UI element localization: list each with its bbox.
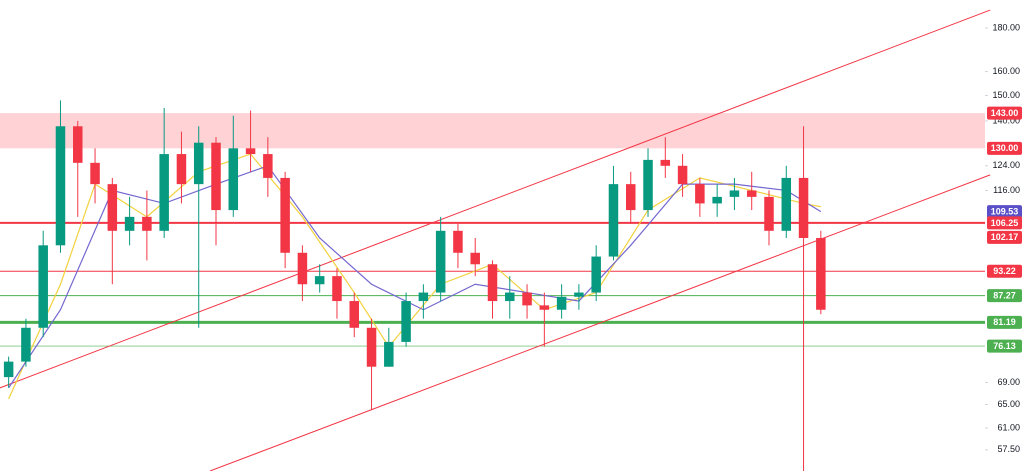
candle-body [107, 184, 118, 231]
candle-body [660, 159, 671, 166]
candle-body [643, 159, 653, 211]
candle-body [505, 292, 515, 302]
candle-body [21, 327, 31, 362]
price-tag-label: 93.22 [993, 266, 1016, 276]
candle-body [245, 148, 256, 155]
candle-body [73, 126, 83, 163]
candle-body [297, 252, 308, 285]
trend-line [0, 9, 991, 389]
price-tag-label: 109.53 [991, 207, 1019, 217]
candle-body [695, 184, 705, 204]
candle-body [764, 196, 774, 231]
candle-body [366, 327, 377, 367]
candle-body [384, 341, 394, 367]
y-tick-label: 124.00 [992, 160, 1020, 170]
candle-body [228, 148, 239, 211]
candle-body [487, 264, 498, 302]
y-tick-label: 150.00 [992, 90, 1020, 100]
y-tick-label: 61.00 [997, 422, 1020, 432]
candle-body [263, 154, 273, 178]
candle-body [90, 162, 100, 185]
price-tag-label: 81.19 [993, 317, 1016, 327]
candle-body [124, 216, 135, 231]
price-tag [987, 205, 1022, 219]
moving-average [8, 153, 821, 400]
candle-body [746, 190, 757, 197]
trend-line [209, 174, 991, 471]
price-tag [987, 216, 1022, 230]
y-tick-label: 116.00 [993, 185, 1020, 195]
price-tag-label: 102.17 [991, 232, 1019, 242]
candle-body [625, 184, 636, 211]
candle-body [38, 245, 48, 328]
candle-body [591, 256, 601, 293]
price-tag-label: 76.13 [993, 341, 1016, 351]
candle-body [712, 196, 722, 204]
candle-body [3, 361, 14, 378]
candle-body [798, 177, 809, 238]
candle-body [453, 230, 463, 253]
candle-body [418, 292, 429, 302]
candle-body [280, 177, 290, 253]
y-tick-label: 180.00 [992, 22, 1020, 32]
candle-body [556, 296, 567, 310]
candle-body [816, 237, 826, 310]
candle-body [677, 165, 688, 185]
price-tag [987, 141, 1022, 155]
price-tag-label: 143.00 [991, 108, 1019, 118]
candle-body [608, 184, 619, 257]
zone [0, 113, 985, 149]
y-tick-label: 140.00 [992, 115, 1020, 125]
candle-body [142, 216, 152, 231]
candle-body [781, 177, 792, 231]
candle-body [193, 142, 204, 185]
candle-body [314, 276, 325, 285]
candle-body [401, 301, 411, 342]
price-tag [987, 230, 1022, 244]
price-tag-label: 106.25 [991, 218, 1019, 228]
candle-body [470, 252, 480, 265]
candle-body [159, 154, 169, 231]
candle-body [176, 154, 187, 185]
candle-body [574, 292, 584, 297]
y-tick-label: 160.00 [992, 66, 1020, 76]
candle-body [332, 276, 342, 302]
price-tag [987, 315, 1022, 329]
price-tag [987, 289, 1022, 303]
price-tag-label: 87.27 [993, 291, 1016, 301]
candle-body [349, 301, 360, 328]
y-tick-label: 65.00 [997, 399, 1020, 409]
candle-body [729, 190, 740, 197]
candle-body [539, 305, 550, 310]
candle-body [211, 142, 221, 211]
candle-body [435, 230, 446, 293]
candle-body [522, 292, 532, 306]
price-tag [987, 106, 1022, 120]
price-tag-label: 130.00 [991, 143, 1019, 153]
y-tick-label: 69.00 [997, 377, 1020, 387]
price-tag [987, 339, 1022, 353]
price-tag [987, 264, 1022, 278]
candle-body [55, 126, 66, 246]
y-tick-label: 57.50 [997, 444, 1020, 454]
